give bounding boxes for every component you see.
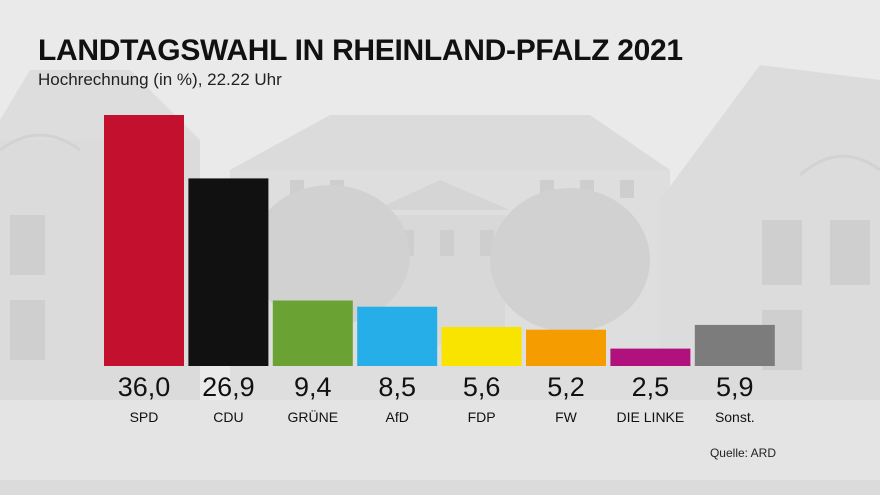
bar-afd bbox=[357, 306, 438, 366]
value-labels-group: 36,0 26,9 9,4 8,5 5,6 5,2 2,5 5,9 bbox=[118, 372, 754, 402]
value-label-gr-ne: 9,4 bbox=[294, 372, 332, 402]
category-label-afd: AfD bbox=[386, 409, 409, 425]
bar-fw bbox=[526, 329, 606, 366]
value-label-die-linke: 2,5 bbox=[632, 372, 670, 402]
value-label-spd: 36,0 bbox=[118, 372, 171, 402]
category-label-fw: FW bbox=[555, 409, 578, 425]
bar-sonst bbox=[694, 324, 775, 366]
category-label-cdu: CDU bbox=[213, 409, 243, 425]
value-label-sonst: 5,9 bbox=[716, 372, 754, 402]
value-label-afd: 8,5 bbox=[378, 372, 416, 402]
value-label-fw: 5,2 bbox=[547, 372, 585, 402]
category-label-sonst: Sonst. bbox=[715, 409, 755, 425]
bar-fdp bbox=[441, 327, 522, 366]
value-label-fdp: 5,6 bbox=[463, 372, 501, 402]
category-label-die-linke: DIE LINKE bbox=[617, 409, 685, 425]
source-note: Quelle: ARD bbox=[709, 446, 776, 460]
value-label-cdu: 26,9 bbox=[202, 372, 255, 402]
category-label-fdp: FDP bbox=[468, 409, 496, 425]
category-label-gr-ne: GRÜNE bbox=[288, 408, 339, 425]
category-label-spd: SPD bbox=[130, 409, 159, 425]
bar-gr-ne bbox=[272, 300, 353, 366]
bar-die-linke bbox=[610, 348, 691, 366]
chart-title: LANDTAGSWAHL IN RHEINLAND-PFALZ 2021 bbox=[38, 34, 683, 67]
category-labels-group: SPD CDU GRÜNE AfD FDP FW DIE LINKE Sonst. bbox=[130, 408, 755, 425]
bar-spd bbox=[104, 115, 184, 366]
bar-cdu bbox=[188, 178, 269, 366]
chart-subtitle: Hochrechnung (in %), 22.22 Uhr bbox=[38, 70, 282, 89]
bars-group bbox=[104, 115, 775, 366]
